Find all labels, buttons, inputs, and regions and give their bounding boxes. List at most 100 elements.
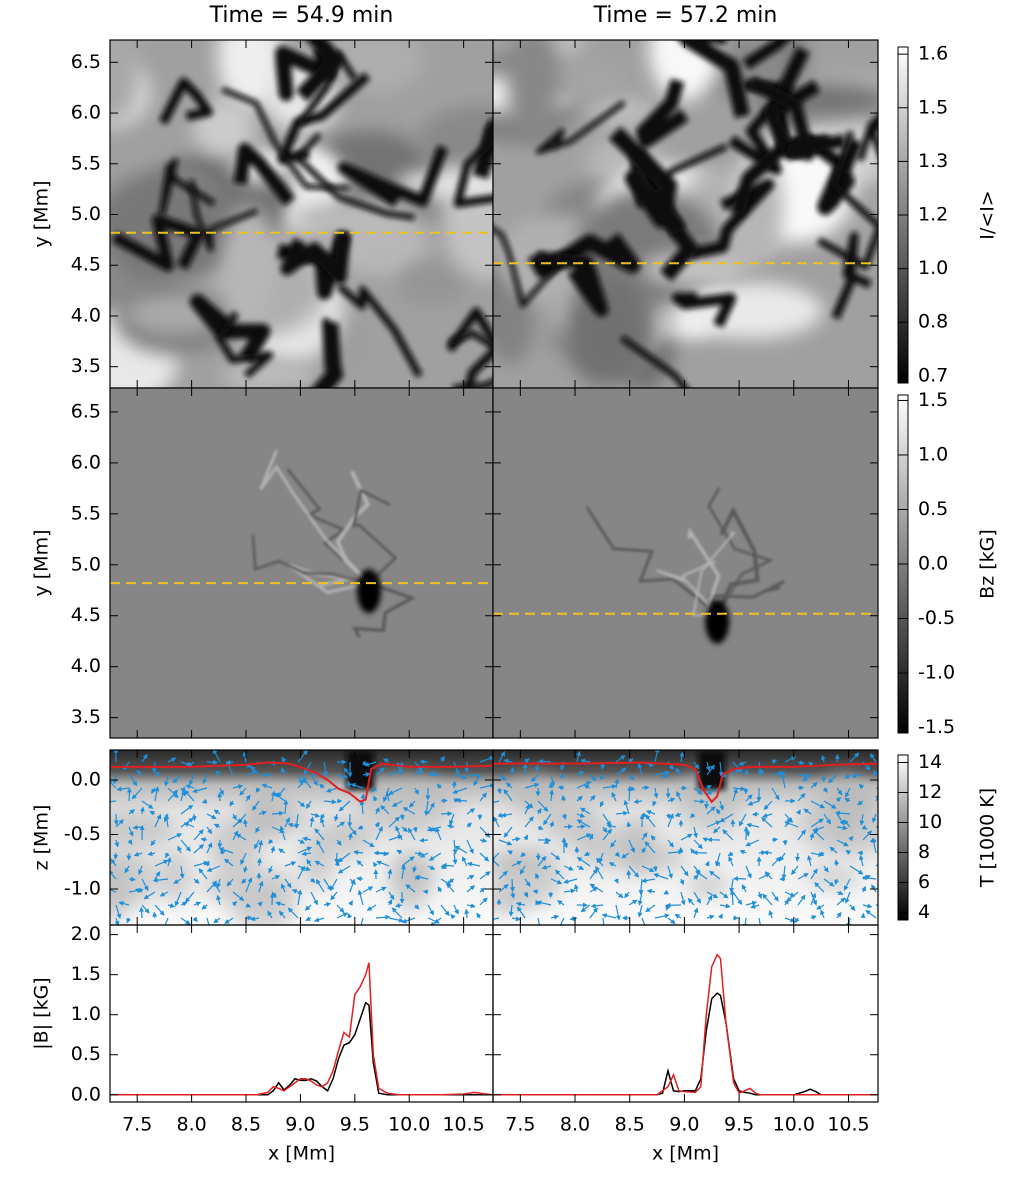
colorbar-tick-label: 1.0: [918, 443, 948, 465]
temperature-blob: [631, 844, 686, 871]
velocity-arrow: [129, 789, 130, 801]
x-tick-label: 10.0: [388, 1114, 430, 1136]
colorbar-tick-label: -1.0: [918, 662, 955, 684]
velocity-arrow: [797, 853, 798, 861]
velocity-arrow: [141, 908, 142, 918]
temperature-blob: [158, 850, 192, 903]
x-tick-label: 7.5: [122, 1114, 152, 1136]
image-background: [110, 388, 493, 738]
y-tick-label: 5.0: [71, 553, 101, 575]
colorbar: [898, 755, 908, 920]
granule: [222, 360, 322, 391]
colorbar-label: Bz [kG]: [977, 529, 999, 599]
velocity-arrow: [837, 755, 838, 762]
velocity-arrow: [402, 814, 403, 819]
colorbar-tick-label: 0.5: [918, 498, 948, 520]
velocity-arrow: [642, 787, 649, 788]
colorbar-tick-label: 0.0: [918, 553, 948, 575]
field-strength-line: [110, 963, 493, 1095]
x-tick-label: 8.5: [615, 1114, 645, 1136]
velocity-arrow: [441, 800, 447, 801]
colorbar-tick-label: 8: [918, 841, 930, 863]
granule: [508, 26, 560, 145]
field-strength-line: [493, 993, 878, 1095]
velocity-arrow: [420, 761, 428, 762]
velocity-arrow: [457, 800, 467, 801]
x-tick-label: 10.5: [442, 1114, 484, 1136]
velocity-arrow: [706, 801, 707, 808]
field-strength-line: [110, 1003, 493, 1095]
x-axis-label: x [Mm]: [268, 1143, 335, 1165]
y-axis-label: z [Mm]: [31, 805, 53, 871]
velocity-arrow: [577, 826, 585, 827]
x-tick-label: 8.0: [176, 1114, 206, 1136]
column-title: Time = 54.9 min: [209, 3, 394, 28]
y-axis-label: |B| [kG]: [31, 977, 53, 1049]
velocity-arrow: [443, 865, 454, 866]
colorbar-tick-label: 12: [918, 781, 942, 803]
velocity-arrow: [466, 910, 467, 918]
colorbar-tick-label: 0.7: [918, 364, 948, 386]
velocity-arrow: [154, 913, 155, 918]
velocity-arrow: [454, 782, 455, 788]
velocity-arrow: [129, 879, 135, 880]
y-tick-label: 4.0: [71, 655, 101, 677]
colorbar-tick-label: 14: [918, 751, 942, 773]
velocity-arrow: [655, 866, 656, 871]
velocity-arrow: [772, 839, 777, 840]
velocity-arrow: [538, 853, 539, 860]
x-tick-label: 9.5: [340, 1114, 370, 1136]
x-tick-label: 10.5: [827, 1114, 869, 1136]
y-tick-label: 6.0: [71, 451, 101, 473]
x-axis-label: x [Mm]: [652, 1143, 719, 1165]
field-strength-line: [493, 955, 878, 1095]
velocity-arrow: [357, 878, 363, 879]
y-tick-label: 4.5: [71, 604, 101, 626]
velocity-arrow: [441, 813, 452, 814]
velocity-arrow: [539, 761, 551, 762]
colorbar-label: T [1000 K]: [977, 788, 999, 888]
velocity-arrow: [694, 801, 704, 802]
flux-concentration: [705, 600, 729, 644]
velocity-arrow: [798, 775, 808, 776]
flux-concentration: [357, 569, 381, 613]
x-tick-label: 9.0: [285, 1114, 315, 1136]
y-tick-label: 6.0: [71, 102, 101, 124]
velocity-arrow: [734, 878, 746, 879]
y-tick-label: 4.5: [71, 254, 101, 276]
velocity-arrow: [207, 762, 217, 763]
y-tick-label: 0.0: [71, 1083, 101, 1105]
y-tick-label: 6.5: [71, 51, 101, 73]
colorbar-tick-label: 1.5: [918, 389, 948, 411]
colorbar-tick-label: -0.5: [918, 607, 955, 629]
y-tick-label: 5.5: [71, 502, 101, 524]
velocity-arrow: [764, 852, 772, 853]
panel: [453, 748, 895, 931]
y-axis-label: y [Mm]: [31, 529, 53, 596]
y-tick-label: 6.5: [71, 400, 101, 422]
y-tick-label: 3.5: [71, 355, 101, 377]
colorbar-tick-label: 1.2: [918, 204, 948, 226]
velocity-arrow: [564, 826, 572, 827]
velocity-arrow: [194, 814, 195, 820]
velocity-arrow: [424, 891, 428, 892]
panel-frame: [493, 925, 878, 1102]
y-tick-label: 5.0: [71, 203, 101, 225]
velocity-arrow: [115, 853, 116, 859]
colorbar-tick-label: 1.3: [918, 150, 948, 172]
panel: [426, 0, 929, 435]
temperature-blob: [510, 772, 562, 817]
colorbar-tick-label: 0.8: [918, 311, 948, 333]
granule: [565, 276, 645, 386]
y-tick-label: -1.0: [64, 878, 101, 900]
panel: [110, 388, 493, 738]
colorbar-tick-label: 10: [918, 811, 942, 833]
y-tick-label: 5.5: [71, 152, 101, 174]
y-tick-label: 4.0: [71, 304, 101, 326]
x-tick-label: 8.0: [560, 1114, 590, 1136]
velocity-arrow: [512, 768, 513, 775]
image-background: [493, 388, 878, 738]
column-title: Time = 57.2 min: [593, 3, 778, 28]
